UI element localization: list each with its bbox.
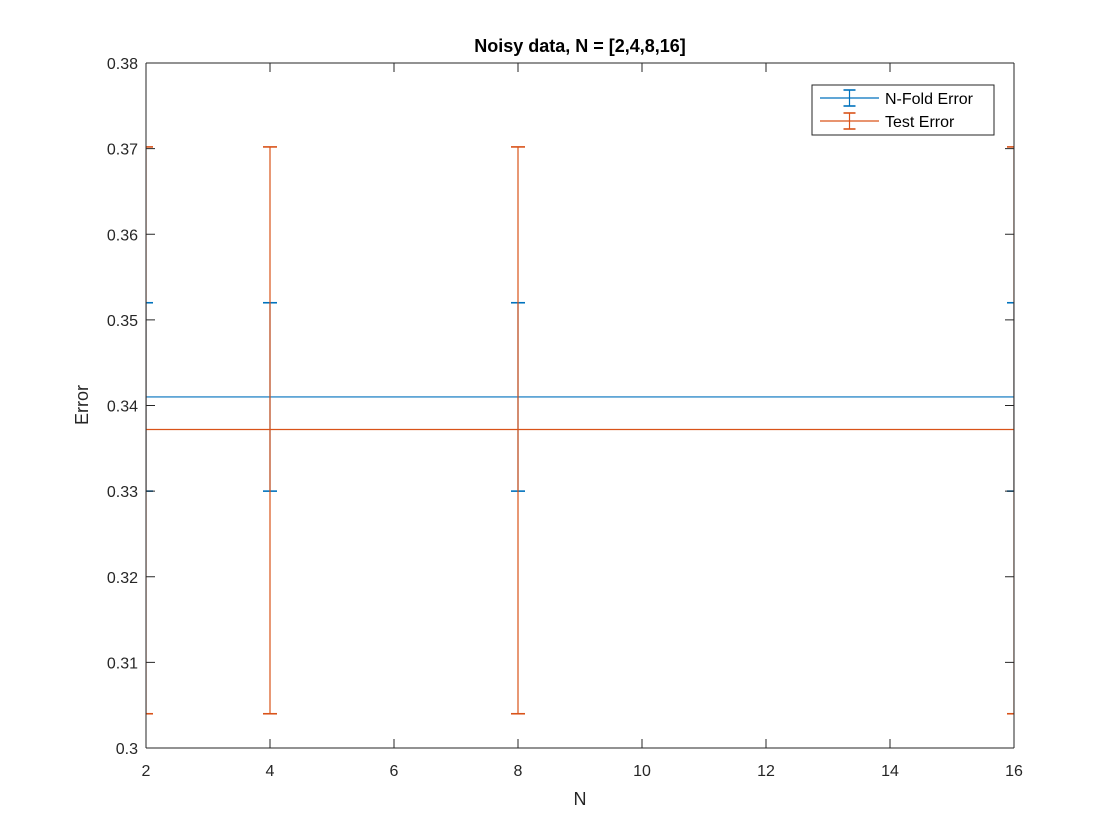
y-tick-label: 0.37 <box>107 142 138 159</box>
y-tick-label: 0.31 <box>107 655 138 672</box>
y-axis-title: Error <box>72 385 92 425</box>
plot-area <box>146 63 1014 748</box>
y-tick-label: 0.34 <box>107 399 138 416</box>
legend: N-Fold Error Test Error <box>811 84 995 136</box>
test-legend-label: Test Error <box>885 114 955 131</box>
y-tick-label: 0.36 <box>107 227 138 244</box>
y-tick-label: 0.35 <box>107 313 138 330</box>
series-clip-group <box>146 146 1014 715</box>
x-tick-label: 2 <box>142 763 151 780</box>
x-tick-label: 16 <box>1005 763 1023 780</box>
y-tick-label: 0.32 <box>107 570 138 587</box>
y-tick-label: 0.33 <box>107 484 138 501</box>
y-tick-label: 0.38 <box>107 56 138 73</box>
chart-title: Noisy data, N = [2,4,8,16] <box>474 36 686 56</box>
x-tick-label: 12 <box>757 763 775 780</box>
x-tick-label: 4 <box>266 763 275 780</box>
x-tick-label: 8 <box>514 763 523 780</box>
x-tick-label: 14 <box>881 763 899 780</box>
x-axis-title: N <box>574 789 587 809</box>
x-tick-label: 6 <box>390 763 399 780</box>
axes-layer: 2 4 6 8 10 12 14 16 0.3 0.31 0.32 0.33 0.34 0.35 0.36 0… <box>107 56 1023 780</box>
legend-box <box>811 84 995 136</box>
nfold-legend-label: N-Fold Error <box>885 91 974 108</box>
x-tick-label: 10 <box>633 763 651 780</box>
series-layer <box>146 146 1014 715</box>
y-tick-label: 0.3 <box>116 741 138 758</box>
